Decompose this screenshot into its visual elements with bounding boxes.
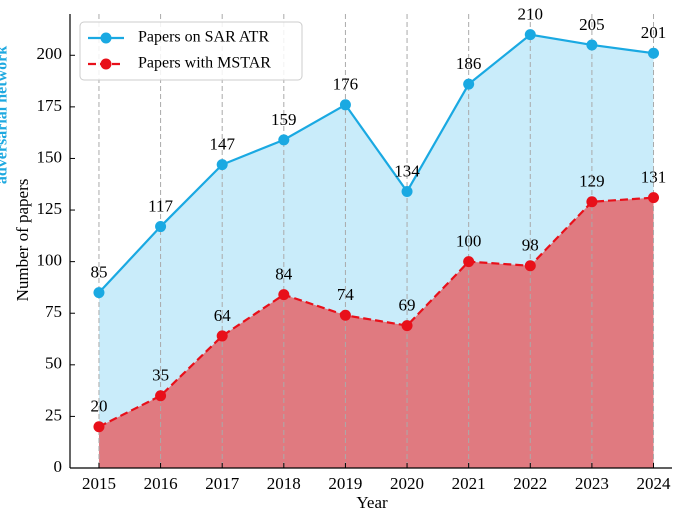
x-tick-label: 2024 [637,474,672,493]
point [339,99,351,111]
x-tick-label: 2021 [452,474,486,493]
data-label: 35 [152,366,169,385]
data-label: 176 [333,75,359,94]
point [278,289,290,301]
point [463,78,475,90]
data-label: 117 [148,196,173,215]
data-label: 64 [214,306,232,325]
point [586,196,598,208]
legend-box [79,21,303,81]
point [93,421,105,433]
data-label: 147 [209,135,235,154]
y-tick-label: 175 [37,96,63,115]
y-tick-label: 100 [37,251,63,270]
point [93,287,105,299]
data-label: 100 [456,232,482,251]
x-tick-label: 2023 [575,474,609,493]
point [524,260,536,272]
data-label: 205 [579,15,605,34]
y-tick-label: 25 [45,405,62,424]
data-label: 85 [90,262,107,281]
point [216,159,228,171]
point [155,221,167,233]
x-tick-label: 2016 [144,474,178,493]
data-label: 159 [271,110,297,129]
y-axis-label: Number of papers [13,179,32,302]
y-tick-label: 0 [54,457,63,476]
x-tick-label: 2020 [390,474,424,493]
data-label: 129 [579,172,605,191]
data-label: 210 [518,5,544,24]
series-line [98,33,654,294]
data-label: 201 [641,23,667,42]
legend-label: Papers with MSTAR [138,55,271,72]
point [463,256,475,268]
x-tick-label: 2022 [513,474,547,493]
data-label: 69 [399,296,416,315]
data-label: 20 [90,397,107,416]
y-tick-label: 50 [45,354,62,373]
x-tick-label: 2019 [328,474,362,493]
point [401,320,413,332]
point [216,330,228,342]
series-line [98,196,654,428]
point [524,29,536,41]
y-tick-label: 200 [37,44,63,63]
x-tick-label: 2015 [82,474,116,493]
point [586,39,598,51]
point [648,47,660,59]
data-label: 84 [275,265,293,284]
legend-marker [100,32,112,44]
data-label: 134 [394,161,420,180]
point [278,134,290,146]
x-tick-label: 2017 [205,474,240,493]
x-axis-label: Year [356,493,388,512]
x-tick-label: 2018 [267,474,301,493]
y-tick-label: 125 [37,199,63,218]
point [339,309,351,321]
data-label: 98 [522,236,539,255]
point [648,192,660,204]
legend-label: Papers on SAR ATR [138,29,269,46]
point [401,185,413,197]
data-label: 131 [641,168,667,187]
clipped-annotation: adversarial network [0,46,11,184]
data-label: 74 [337,285,355,304]
data-label: 186 [456,54,482,73]
legend-marker [100,58,112,70]
point [155,390,167,402]
legend: Papers on SAR ATR Papers with MSTAR [79,21,303,81]
y-tick-label: 150 [37,147,63,166]
area [98,197,654,468]
y-tick-label: 75 [45,302,62,321]
